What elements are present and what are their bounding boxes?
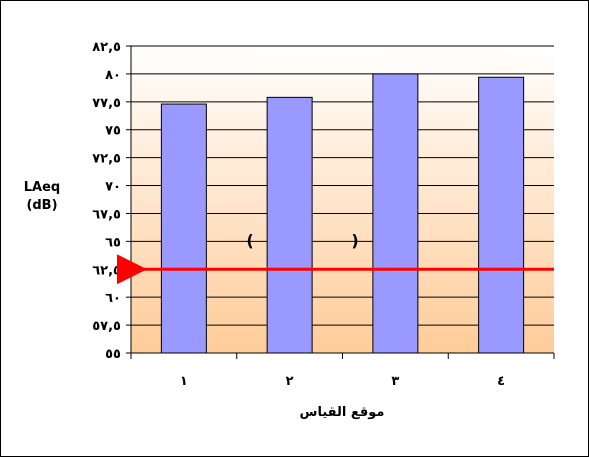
y-tick-label: ٧٢,٥ xyxy=(92,152,121,167)
y-tick-label: ٨٠ xyxy=(105,68,121,83)
bar xyxy=(372,73,419,354)
y-tick-label: ٥٥ xyxy=(105,347,121,362)
annotation-right-paren: ) xyxy=(351,231,358,250)
annotation-left-paren: ( xyxy=(246,231,253,250)
x-tick-label: ٢ xyxy=(286,374,294,389)
y-tick-label: ٦٧,٥ xyxy=(92,207,121,222)
bar xyxy=(160,103,207,354)
y-axis-title-line2: (dB) xyxy=(26,198,57,213)
y-tick-label: ٦٢,٥ xyxy=(92,263,121,278)
bar xyxy=(266,96,313,354)
y-tick-label: ٥٧,٥ xyxy=(92,319,121,334)
y-tick-label: ٧٠ xyxy=(105,180,121,195)
y-tick-label: ٦٥ xyxy=(105,235,121,250)
y-tick-label: ٦٠ xyxy=(105,291,121,306)
x-tick-label: ١ xyxy=(180,374,188,389)
y-tick-label: ٨٢,٥ xyxy=(92,40,121,55)
y-tick-label: ٧٥ xyxy=(105,124,121,139)
x-tick-label: ٣ xyxy=(391,374,399,389)
y-axis-title-line1: LAeq xyxy=(24,180,60,195)
x-tick-label: ٤ xyxy=(497,374,505,389)
x-axis-title: موقع القياس xyxy=(300,405,385,420)
bar xyxy=(478,76,525,354)
y-tick-label: ٧٧,٥ xyxy=(92,96,121,111)
